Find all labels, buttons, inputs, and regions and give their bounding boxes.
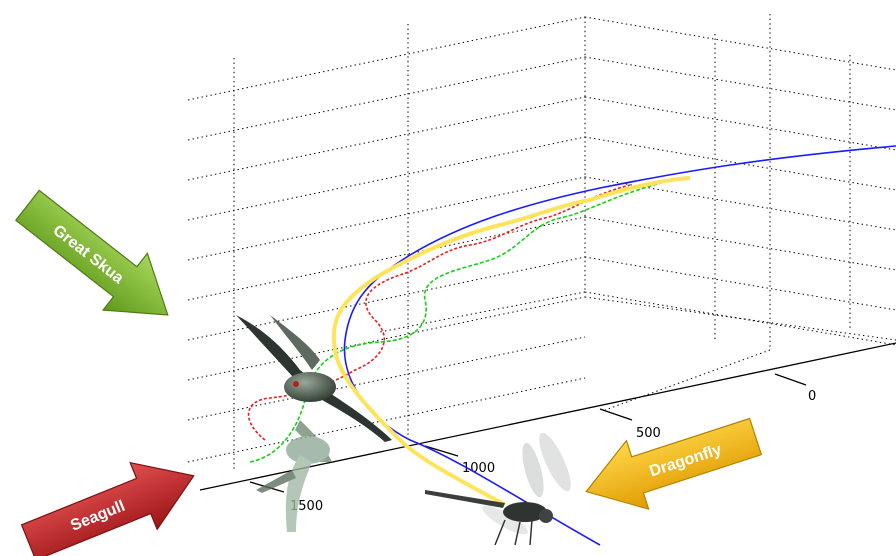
grid <box>187 14 896 470</box>
trajectory-yellow <box>331 176 691 507</box>
tick-label: 0 <box>808 389 816 404</box>
trajectory-green <box>249 177 681 463</box>
great-skua-arrow: Great Skua <box>14 189 169 316</box>
great-skua-model <box>236 315 392 442</box>
tick-label: 1000 <box>462 461 495 476</box>
seagull-arrow: Seagull <box>20 461 195 556</box>
x-axis: 0 500 1000 1500 <box>199 342 896 514</box>
dragonfly-model <box>425 432 571 546</box>
tick-label: 500 <box>636 426 661 441</box>
trajectories <box>247 145 896 546</box>
trajectory-red <box>247 184 631 441</box>
seagull-model <box>256 420 332 532</box>
dragonfly-arrow: Dragonfly <box>585 417 763 511</box>
